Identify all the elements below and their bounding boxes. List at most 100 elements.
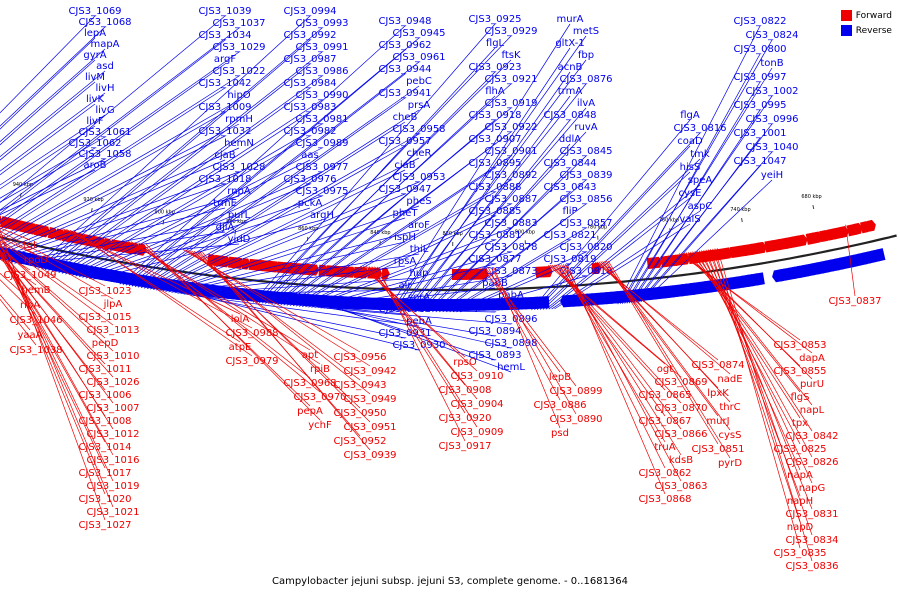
- reverse-label-connector: [428, 167, 571, 313]
- forward-gene-label: apt: [302, 350, 318, 361]
- forward-label-connector: [0, 240, 114, 326]
- scale-tick: [812, 204, 815, 210]
- reverse-label-connector: [186, 289, 406, 295]
- reverse-gene-label: yeiH: [761, 170, 783, 181]
- forward-gene-label: CJS3_0942: [343, 366, 396, 377]
- forward-label-connector: [0, 272, 31, 301]
- forward-label-connector: [130, 241, 321, 365]
- reverse-gene-label: CJS3_0816: [673, 123, 726, 134]
- forward-gene-label: CJS3_0836: [785, 561, 838, 572]
- reverse-label-connector: [449, 239, 571, 313]
- forward-gene-label: yaaA: [17, 330, 42, 341]
- reverse-label-connector: [341, 308, 512, 373]
- forward-gene-label: CJS3_0825: [773, 444, 826, 455]
- reverse-label-connector: [159, 181, 420, 291]
- forward-gene-label: CJS3_1038: [9, 345, 62, 356]
- reverse-gene-label: CJS3_0843: [543, 182, 596, 193]
- reverse-gene-label: rnpA: [227, 186, 251, 197]
- forward-gene-label: CJS3_1049: [3, 270, 56, 281]
- forward-gene-arrow: [220, 255, 231, 268]
- reverse-label-connector: [624, 67, 773, 304]
- forward-gene-label: CJS3_1007: [86, 403, 139, 414]
- reverse-gene-label: aspC: [688, 201, 713, 212]
- forward-gene-label: CJS3_0835: [773, 548, 826, 559]
- reverse-gene-label: CJS3_1058: [78, 149, 131, 160]
- reverse-gene-label: CJS3_0944: [378, 64, 431, 75]
- forward-gene-label: lolA: [231, 314, 250, 325]
- reverse-label-connector: [397, 59, 587, 312]
- reverse-label-connector: [0, 135, 226, 249]
- forward-gene-label: tgt: [23, 240, 37, 251]
- reverse-gene-label: CJS3_0993: [295, 18, 348, 29]
- forward-gene-label: CJS3_1010: [86, 351, 139, 362]
- reverse-label-connector: [323, 299, 512, 309]
- reverse-gene-label: mapA: [90, 39, 119, 50]
- reverse-label-connector: [0, 158, 106, 211]
- forward-gene-label: CJS3_1021: [86, 507, 139, 518]
- forward-gene-label: ogt: [657, 364, 673, 375]
- forward-gene-arrow: [798, 234, 808, 247]
- forward-label-connector: [0, 239, 106, 313]
- forward-gene-label: CJS3_1008: [78, 416, 131, 427]
- forward-gene-label: CJS3_0904: [450, 399, 503, 410]
- forward-gene-label: CJS3_0837: [828, 296, 881, 307]
- reverse-label-connector: [622, 53, 761, 304]
- reverse-label-connector: [6, 207, 226, 262]
- reverse-gene-label: CJS3_1001: [733, 128, 786, 139]
- forward-gene-label: CJS3_1026: [86, 377, 139, 388]
- reverse-gene-label: CJS3_0888: [468, 182, 521, 193]
- reverse-gene-label: gltX-1: [555, 38, 584, 49]
- reverse-gene-label: flgL: [486, 38, 505, 49]
- reverse-gene-label: CJS3_0962: [378, 40, 431, 51]
- reverse-label-connector: [407, 95, 571, 312]
- reverse-gene-label: CJS3_0818: [559, 266, 612, 277]
- reverse-gene-label: valS: [679, 214, 700, 225]
- scale-label: 900 kbp: [155, 210, 175, 216]
- reverse-label-connector: [125, 49, 406, 286]
- genome-caption: Campylobacter jejuni subsp. jejuni S3, c…: [271, 576, 629, 587]
- reverse-gene-label: ruvA: [574, 122, 597, 133]
- scale-label: 680 kbp: [801, 194, 821, 200]
- scale-tick: [90, 207, 93, 213]
- reverse-label-connector: [0, 51, 240, 221]
- forward-gene-label: CJS3_1027: [78, 520, 131, 531]
- reverse-label-connector: [171, 229, 420, 293]
- reverse-label-connector: [301, 215, 496, 307]
- forward-gene-label: napA: [787, 470, 813, 481]
- forward-label-connector: [0, 251, 114, 430]
- reverse-gene-label: CJS3_0918: [468, 110, 521, 121]
- forward-gene-label: CJS3_0886: [533, 400, 586, 411]
- reverse-label-connector: [531, 119, 691, 311]
- reverse-label-connector: [332, 308, 496, 337]
- forward-gene-label: flgS: [791, 392, 810, 403]
- reverse-label-connector: [335, 308, 512, 349]
- reverse-label-connector: [153, 157, 420, 291]
- forward-gene-label: CJS3_1017: [78, 468, 131, 479]
- forward-label-connector: [0, 240, 106, 495]
- reverse-gene-label: CJS3_0977: [295, 162, 348, 173]
- reverse-label-connector: [34, 15, 311, 269]
- reverse-gene-label: CJS3_0994: [283, 6, 336, 17]
- reverse-label-connector: [150, 145, 406, 290]
- forward-label-connector: [0, 298, 37, 346]
- legend-reverse: Reverse: [840, 23, 892, 38]
- forward-gene-label: thrC: [719, 402, 740, 413]
- reverse-label-connector: [400, 71, 571, 312]
- reverse-gene-label: trmA: [558, 86, 583, 97]
- scale-tick: [741, 218, 743, 223]
- reverse-gene-label: CJS3_0903: [468, 302, 521, 313]
- reverse-gene-label: ispH: [394, 232, 416, 243]
- reverse-gene-label: CJS3_0856: [559, 194, 612, 205]
- reverse-label-connector: [18, 243, 240, 265]
- forward-gene-label: murJ: [706, 416, 729, 427]
- reverse-label-connector: [198, 295, 406, 339]
- forward-gene-label: CJS3_0956: [333, 352, 386, 363]
- reverse-label-connector: [545, 184, 701, 310]
- forward-label-connector: [559, 264, 666, 443]
- reverse-gene-label: aroF: [408, 220, 430, 231]
- reverse-gene-label: cheB: [393, 112, 418, 123]
- forward-gene-label: CJS3_0863: [654, 481, 707, 492]
- reverse-label-connector: [442, 215, 571, 313]
- scale-label: 780 kbp: [587, 225, 607, 231]
- reverse-label-connector: [0, 111, 226, 242]
